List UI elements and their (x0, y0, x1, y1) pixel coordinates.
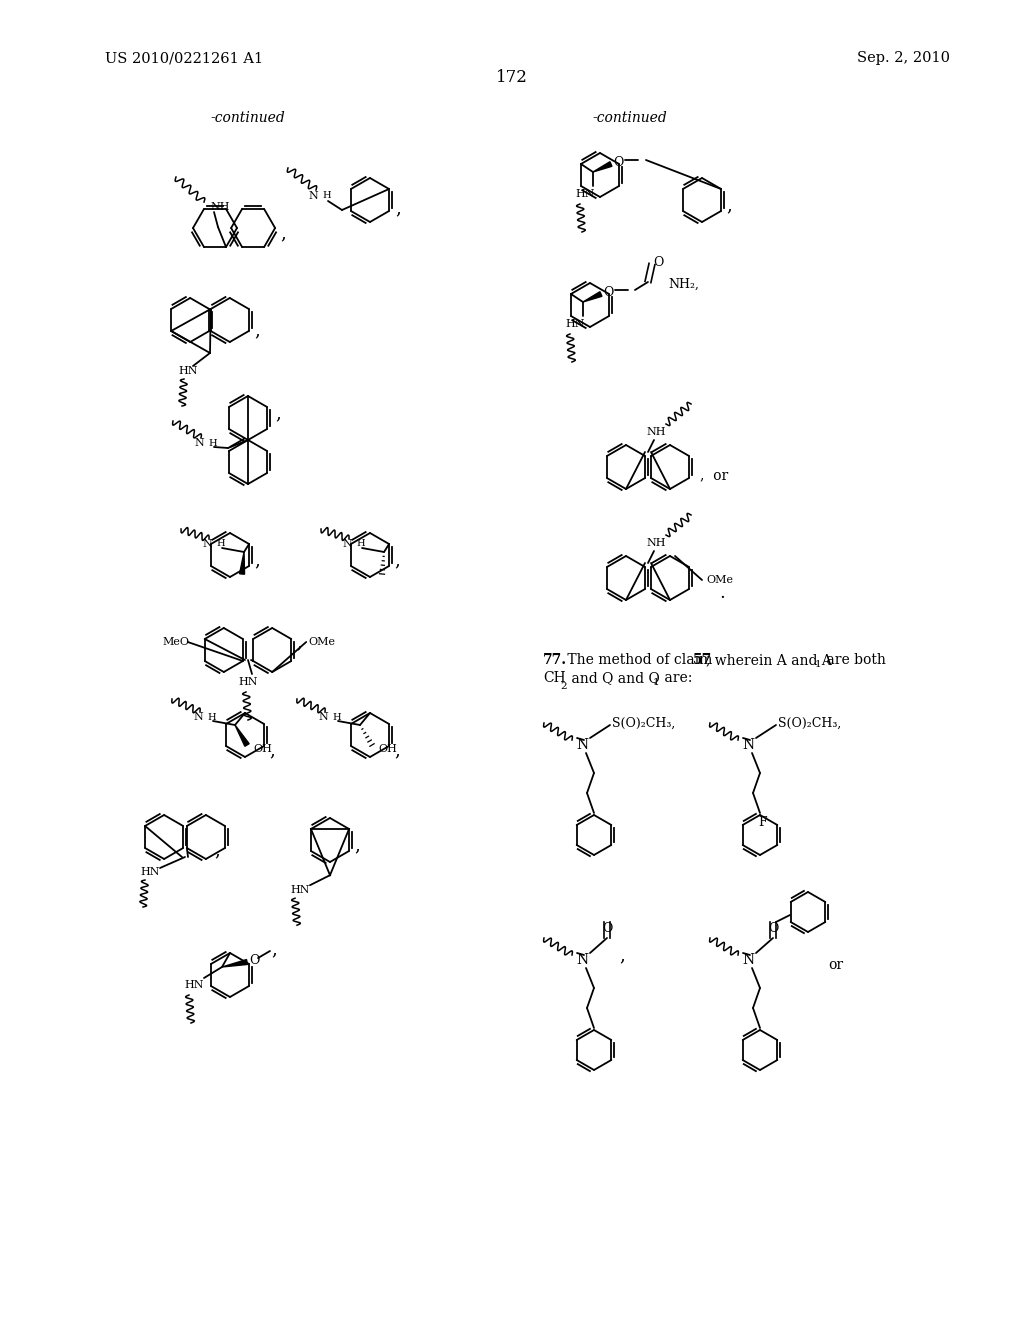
Text: OH: OH (378, 744, 397, 754)
Text: H: H (216, 540, 224, 549)
Text: 2: 2 (560, 682, 566, 690)
Text: H: H (207, 713, 216, 722)
Text: ,: , (254, 321, 260, 339)
Text: O: O (602, 921, 612, 935)
Polygon shape (240, 552, 245, 574)
Text: N: N (194, 711, 203, 722)
Text: NH: NH (646, 539, 666, 548)
Text: O: O (603, 285, 613, 298)
Text: -continued: -continued (593, 111, 668, 125)
Text: N: N (575, 738, 588, 752)
Text: 1: 1 (815, 660, 821, 669)
Polygon shape (222, 960, 248, 968)
Text: HN: HN (239, 677, 258, 686)
Text: N: N (742, 953, 754, 968)
Text: HN: HN (290, 886, 309, 895)
Text: ,: , (214, 841, 220, 859)
Text: ,: , (620, 946, 625, 964)
Text: 172: 172 (496, 69, 528, 86)
Text: ,: , (281, 224, 286, 242)
Text: ,  or: , or (700, 469, 728, 482)
Text: F: F (759, 817, 767, 829)
Text: ,: , (269, 741, 274, 759)
Text: ,: , (394, 550, 400, 569)
Text: N: N (742, 738, 754, 752)
Text: HN: HN (140, 867, 160, 876)
Text: NH: NH (646, 426, 666, 437)
Text: NH: NH (210, 202, 229, 213)
Text: HN: HN (178, 366, 198, 376)
Text: N: N (575, 953, 588, 968)
Text: H: H (356, 540, 365, 549)
Polygon shape (593, 162, 612, 172)
Text: OMe: OMe (706, 576, 733, 585)
Text: OH: OH (253, 744, 272, 754)
Text: CH: CH (543, 671, 565, 685)
Text: ,: , (726, 195, 732, 214)
Text: H: H (332, 713, 341, 722)
Text: ,: , (271, 940, 276, 958)
Text: N: N (203, 539, 212, 549)
Text: ,: , (275, 404, 281, 422)
Text: N: N (308, 191, 318, 201)
Text: O: O (612, 156, 624, 169)
Text: HN: HN (575, 189, 595, 199)
Text: O: O (768, 921, 778, 935)
Text: ,: , (354, 836, 359, 854)
Text: and Q and Q: and Q and Q (567, 671, 659, 685)
Text: are both: are both (822, 653, 886, 667)
Text: ,: , (395, 199, 400, 216)
Text: or: or (828, 958, 843, 972)
Text: MeO: MeO (163, 638, 189, 647)
Text: N: N (318, 711, 328, 722)
Text: 77.: 77. (543, 653, 567, 667)
Text: OMe: OMe (308, 638, 335, 647)
Text: O: O (652, 256, 664, 268)
Text: Sep. 2, 2010: Sep. 2, 2010 (857, 51, 950, 65)
Text: S(O)₂CH₃,: S(O)₂CH₃, (612, 717, 675, 730)
Text: ,: , (296, 634, 302, 651)
Text: NH₂,: NH₂, (668, 277, 698, 290)
Text: H: H (208, 438, 217, 447)
Text: , wherein A and A: , wherein A and A (706, 653, 831, 667)
Polygon shape (583, 292, 602, 302)
Text: S(O)₂CH₃,: S(O)₂CH₃, (778, 717, 842, 730)
Text: The method of claim: The method of claim (563, 653, 717, 667)
Text: O: O (249, 953, 259, 966)
Text: 57: 57 (693, 653, 713, 667)
Text: N: N (342, 539, 352, 549)
Text: N: N (195, 438, 204, 447)
Text: ,: , (254, 550, 260, 569)
Text: H: H (322, 191, 331, 201)
Text: HN: HN (184, 979, 204, 990)
Text: US 2010/0221261 A1: US 2010/0221261 A1 (105, 51, 263, 65)
Text: ,: , (394, 741, 400, 759)
Text: 1: 1 (653, 678, 659, 686)
Text: -continued: -continued (211, 111, 286, 125)
Text: HN: HN (565, 319, 585, 329)
Polygon shape (234, 725, 249, 746)
Text: .: . (719, 583, 725, 602)
Text: are:: are: (660, 671, 692, 685)
